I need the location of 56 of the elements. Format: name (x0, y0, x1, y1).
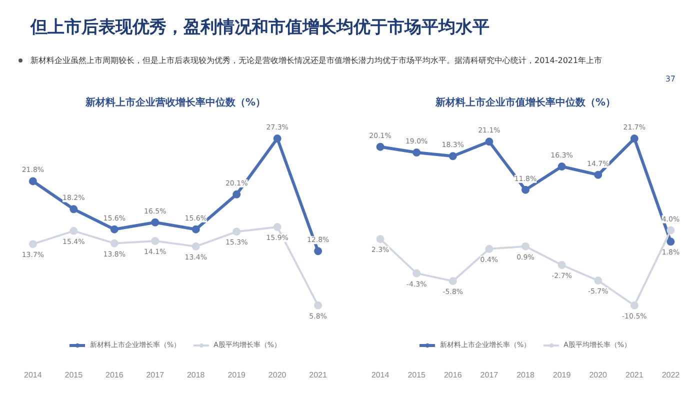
point (485, 138, 494, 146)
x-tick-label: 2014 (24, 370, 42, 380)
x-tick-label: 2018 (516, 370, 535, 380)
point (594, 276, 602, 285)
text: 但上市后表现优秀，盈利情况和市值增长均优于市场平均水平 (30, 18, 490, 38)
x-tick-label: 2020 (589, 370, 608, 380)
x-tick-label: 2017 (146, 370, 165, 380)
point (273, 134, 282, 143)
x-tick-label: 2015 (408, 370, 426, 380)
point (376, 142, 384, 151)
x-tick-label: 2017 (480, 370, 499, 380)
point (412, 148, 421, 157)
point (448, 277, 457, 286)
point (151, 218, 160, 226)
point (151, 237, 160, 245)
point (314, 301, 322, 310)
point (522, 242, 530, 250)
point (232, 190, 241, 198)
point (412, 269, 421, 278)
chart-title: 新材料上市企业市值增长率中位数（%） (434, 96, 616, 108)
x-tick-label: 2018 (186, 370, 206, 380)
x-tick-label: 2021 (626, 370, 644, 380)
x-tick-label: 2020 (268, 370, 287, 380)
point (666, 238, 675, 246)
point (594, 170, 602, 179)
x-tick-label: 2016 (106, 370, 124, 380)
point (110, 225, 118, 234)
point (28, 177, 37, 186)
point (448, 152, 457, 160)
point (232, 228, 241, 236)
point (376, 235, 384, 244)
x-tick-label: 2022 (662, 370, 680, 380)
point (192, 225, 200, 234)
point (28, 240, 37, 248)
point (70, 226, 78, 235)
point (522, 186, 530, 194)
x-tick-label: 2021 (309, 370, 328, 380)
point (558, 261, 566, 269)
chart-title: 新材料上市企业营收增长率中位数（%） (84, 96, 266, 108)
point (558, 162, 566, 171)
point (630, 301, 638, 310)
text: 37 (665, 74, 676, 84)
point (273, 223, 282, 232)
point (314, 247, 322, 256)
x-tick-label: 2019 (552, 370, 572, 380)
x-tick-label: 2014 (371, 370, 390, 380)
point (666, 226, 675, 234)
x-tick-label: 2019 (228, 370, 246, 380)
x-tick-label: 2016 (444, 370, 462, 380)
point (192, 242, 200, 250)
text: 新材料企业虽然上市周期较长，但是上市后表现较为优秀，无论是营收增长情况还是市值增长潜力均优于市场平均水平。据清科研究中心统计，2014-2021年上市 (30, 56, 602, 65)
point (630, 134, 638, 143)
point (485, 244, 494, 253)
x-tick-label: 2015 (64, 370, 84, 380)
point (70, 205, 78, 214)
point (110, 239, 118, 248)
